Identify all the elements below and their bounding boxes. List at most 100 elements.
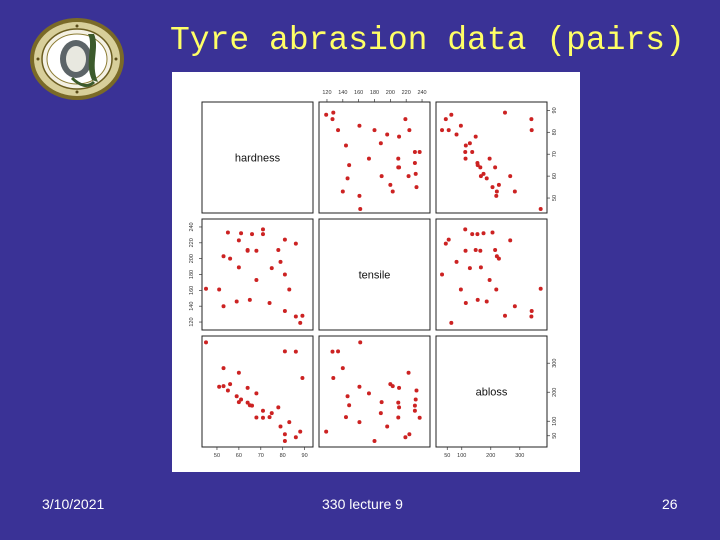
point-abloss-vs-hardness [239,397,244,402]
point-abloss-vs-hardness [293,435,298,440]
point-abloss-vs-hardness [204,340,208,345]
point-abloss-vs-hardness [298,429,303,434]
point-hardness-vs-abloss [443,117,448,122]
tick-label-abloss: 50 [552,433,558,439]
point-tensile-vs-hardness [204,286,208,291]
diagonal-label-hardness: hardness [235,153,281,165]
point-abloss-vs-tensile [412,408,417,413]
point-abloss-vs-tensile [336,349,341,354]
point-tensile-vs-hardness [245,247,250,252]
point-hardness-vs-abloss [529,117,534,122]
point-tensile-vs-abloss [478,248,483,253]
point-tensile-vs-abloss [496,256,501,261]
slide-title: Tyre abrasion data (pairs) [170,22,685,59]
point-hardness-vs-abloss [490,185,495,190]
point-abloss-vs-tensile [357,420,362,425]
point-abloss-vs-tensile [357,384,362,389]
point-tensile-vs-abloss [538,286,543,291]
panel-abloss-tensile [318,335,431,448]
point-tensile-vs-abloss [454,259,459,264]
point-tensile-vs-hardness [217,287,222,292]
point-tensile-vs-abloss [463,248,468,253]
point-tensile-vs-abloss [494,287,499,292]
panel-tensile-hardness [201,218,314,331]
point-abloss-vs-tensile [396,415,401,420]
point-tensile-vs-hardness [300,313,305,318]
tick-label-hardness: 90 [302,453,308,459]
point-hardness-vs-tensile [413,171,418,176]
point-tensile-vs-hardness [287,287,292,292]
point-hardness-vs-abloss [487,156,492,161]
tick-label-abloss: 200 [486,453,495,459]
point-tensile-vs-hardness [278,259,283,264]
point-hardness-vs-abloss [458,123,463,128]
point-hardness-vs-tensile [417,150,422,155]
tick-label-tensile: 120 [322,90,331,96]
point-tensile-vs-hardness [282,272,287,277]
point-abloss-vs-tensile [388,382,393,387]
university-crest-icon [28,16,126,102]
point-tensile-vs-hardness [282,237,287,242]
point-abloss-vs-hardness [247,403,252,408]
point-abloss-vs-hardness [260,408,265,413]
point-tensile-vs-hardness [239,231,244,236]
tick-label-tensile: 240 [417,90,426,96]
point-tensile-vs-hardness [221,304,226,309]
point-tensile-vs-abloss [463,227,468,232]
point-tensile-vs-hardness [236,238,241,243]
point-tensile-vs-abloss [493,247,498,252]
point-hardness-vs-tensile [412,150,417,155]
point-tensile-vs-hardness [254,278,259,283]
point-hardness-vs-abloss [493,165,498,170]
point-hardness-vs-tensile [396,156,401,161]
point-hardness-vs-abloss [463,156,468,161]
point-abloss-vs-tensile [414,388,419,393]
point-tensile-vs-hardness [293,314,298,319]
tick-label-abloss: 300 [515,453,524,459]
point-tensile-vs-abloss [490,230,495,235]
point-hardness-vs-tensile [407,128,412,133]
tick-label-tensile: 240 [189,222,195,231]
tick-label-abloss: 100 [457,453,466,459]
tick-label-abloss: 50 [444,453,450,459]
point-abloss-vs-tensile [331,376,336,381]
point-abloss-vs-hardness [282,438,287,443]
tick-label-abloss: 100 [552,417,558,426]
tick-label-abloss: 200 [552,388,558,397]
point-abloss-vs-hardness [254,391,259,396]
point-hardness-vs-tensile [385,132,390,137]
point-hardness-vs-abloss [508,174,513,179]
tick-label-hardness: 80 [280,453,286,459]
point-hardness-vs-abloss [473,134,478,139]
point-tensile-vs-abloss [446,237,451,242]
point-abloss-vs-hardness [282,349,287,354]
point-tensile-vs-abloss [484,299,489,304]
footer-lecture: 330 lecture 9 [322,496,403,512]
point-hardness-vs-tensile [406,174,411,179]
point-hardness-vs-tensile [388,182,393,187]
tick-label-tensile: 140 [338,90,347,96]
tick-label-tensile: 200 [189,254,195,263]
point-tensile-vs-hardness [247,297,252,302]
point-abloss-vs-hardness [267,415,272,420]
point-abloss-vs-tensile [345,394,350,399]
point-hardness-vs-tensile [357,193,362,198]
point-tensile-vs-abloss [443,241,448,246]
point-abloss-vs-tensile [412,403,417,408]
tick-label-hardness: 90 [552,107,558,113]
point-abloss-vs-tensile [403,435,408,440]
point-hardness-vs-tensile [336,128,341,133]
point-abloss-vs-hardness [293,349,298,354]
point-hardness-vs-abloss [463,143,468,148]
point-tensile-vs-abloss [481,231,486,236]
tick-label-hardness: 70 [552,151,558,157]
point-abloss-vs-tensile [406,370,411,375]
point-hardness-vs-tensile [366,156,371,161]
point-tensile-vs-hardness [260,232,265,237]
point-hardness-vs-abloss [478,174,483,179]
point-hardness-vs-tensile [378,141,383,146]
point-hardness-vs-abloss [454,132,459,137]
point-hardness-vs-abloss [449,112,454,117]
point-hardness-vs-tensile [390,189,395,194]
point-hardness-vs-tensile [397,134,402,139]
